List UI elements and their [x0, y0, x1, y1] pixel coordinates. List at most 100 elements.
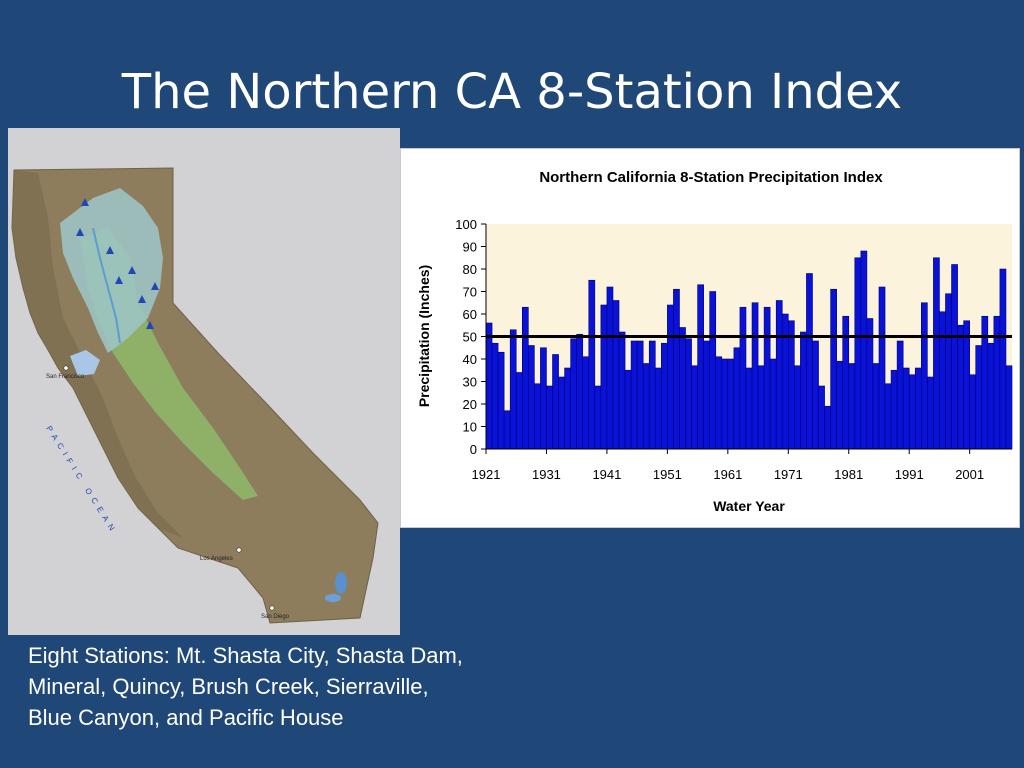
bar-1923	[497, 351, 505, 450]
caption-line-1: Eight Stations: Mt. Shasta City, Shasta …	[28, 643, 463, 668]
y-axis-label: Precipitation (Inches)	[416, 265, 432, 407]
bar-1927	[521, 306, 529, 450]
x-tick-label: 1931	[532, 467, 561, 482]
bar-2001	[969, 374, 977, 450]
bar-1968	[769, 358, 777, 450]
y-tick-label: 30	[463, 375, 477, 390]
triangle-icon	[128, 266, 136, 274]
bar-1944	[624, 369, 632, 450]
bar-1956	[697, 284, 704, 450]
california-relief-map: San Francisco Los Angeles San Diego PACI…	[8, 128, 400, 635]
la-city-dot	[236, 547, 242, 553]
bar-1975	[812, 340, 819, 450]
sf-bay	[70, 350, 100, 376]
bar-1960	[721, 358, 729, 450]
triangle-icon	[106, 246, 114, 254]
y-tick-label: 90	[463, 240, 477, 255]
bar-1978	[830, 288, 837, 450]
bar-1976	[818, 385, 825, 450]
bar-1984	[866, 318, 874, 450]
chart-title: Northern California 8-Station Precipitat…	[539, 169, 883, 186]
san-diego-label: San Diego	[261, 614, 290, 620]
bar-1948	[648, 340, 656, 450]
salton-sea	[335, 572, 347, 594]
x-tick-label: 1921	[472, 467, 501, 482]
coastal-ranges	[12, 170, 183, 538]
sacramento-river	[92, 227, 121, 344]
bar-1999	[957, 324, 964, 450]
triangle-icon	[115, 276, 123, 284]
x-tick-label: 1981	[834, 467, 863, 482]
precipitation-chart: Northern California 8-Station Precipitat…	[400, 148, 1020, 528]
triangle-icon	[76, 228, 84, 236]
bar-1987	[884, 383, 892, 450]
bar-1936	[576, 333, 584, 450]
bar-1996	[939, 311, 946, 450]
bar-1925	[509, 329, 517, 450]
x-tick-label: 1961	[713, 467, 742, 482]
bar-1938	[588, 279, 596, 450]
bar-1997	[945, 293, 952, 450]
x-ticks-group: 1921 1931 1941 1951 1961 1971 1981 1991 2001	[472, 449, 984, 482]
bar-1989	[896, 340, 904, 450]
y-tick-label: 40	[463, 352, 477, 367]
bar-1966	[757, 365, 765, 450]
bar-1939	[594, 385, 602, 450]
bar-1973	[800, 331, 807, 450]
bar-2007	[1005, 365, 1013, 450]
bar-1921	[485, 322, 493, 450]
bar-1940	[600, 304, 608, 450]
bar-1971	[787, 320, 795, 450]
x-tick-label: 1941	[592, 467, 621, 482]
bar-1953	[679, 327, 686, 450]
bar-1951	[667, 304, 674, 450]
bar-1988	[890, 369, 898, 450]
bar-1972	[794, 365, 801, 450]
station-markers	[76, 198, 159, 329]
bar-1950	[661, 342, 668, 450]
bar-2002	[975, 345, 983, 450]
x-tick-label: 1971	[774, 467, 803, 482]
southern-lake	[325, 594, 341, 602]
bar-1979	[836, 360, 844, 450]
x-tick-label: 1951	[653, 467, 682, 482]
y-tick-label: 100	[455, 217, 477, 232]
california-map-svg: San Francisco Los Angeles San Diego PACI…	[11, 167, 379, 624]
bar-1962	[733, 347, 741, 450]
y-tick-label: 0	[470, 442, 477, 457]
y-tick-label: 70	[463, 285, 477, 300]
bar-1924	[503, 410, 511, 450]
bar-1994	[927, 376, 934, 450]
bar-2000	[963, 320, 970, 450]
bar-1986	[878, 286, 886, 450]
bar-1926	[515, 372, 523, 450]
bar-1974	[806, 273, 813, 450]
caption-line-2: Mineral, Quincy, Brush Creek, Sierravill…	[28, 674, 429, 699]
bar-1992	[914, 367, 922, 450]
bar-1965	[751, 302, 759, 450]
bar-1922	[491, 342, 499, 450]
bar-1943	[618, 331, 626, 450]
y-ticks-group: 0 10 20 30 40 50 60 70 80 90 100	[455, 217, 486, 457]
bar-1964	[745, 367, 753, 450]
index-basin	[60, 188, 163, 353]
bar-1959	[715, 356, 723, 450]
slide-title: The Northern CA 8-Station Index	[121, 64, 903, 120]
bar-1932	[552, 354, 559, 450]
bar-1929	[534, 383, 541, 450]
bar-1928	[528, 345, 535, 450]
bar-1949	[654, 367, 662, 450]
bar-1934	[564, 367, 571, 450]
triangle-icon	[81, 198, 89, 206]
y-tick-label: 60	[463, 307, 477, 322]
bar-1946	[636, 340, 644, 450]
bar-1993	[921, 302, 928, 450]
y-tick-label: 10	[463, 420, 477, 435]
sf-city-dot	[63, 365, 69, 371]
los-angeles-label: Los Angeles	[200, 556, 233, 562]
bar-1945	[630, 340, 638, 450]
x-tick-label: 2001	[955, 467, 984, 482]
bar-1931	[546, 385, 553, 450]
x-axis-label: Water Year	[713, 498, 785, 514]
bar-1935	[570, 338, 577, 450]
